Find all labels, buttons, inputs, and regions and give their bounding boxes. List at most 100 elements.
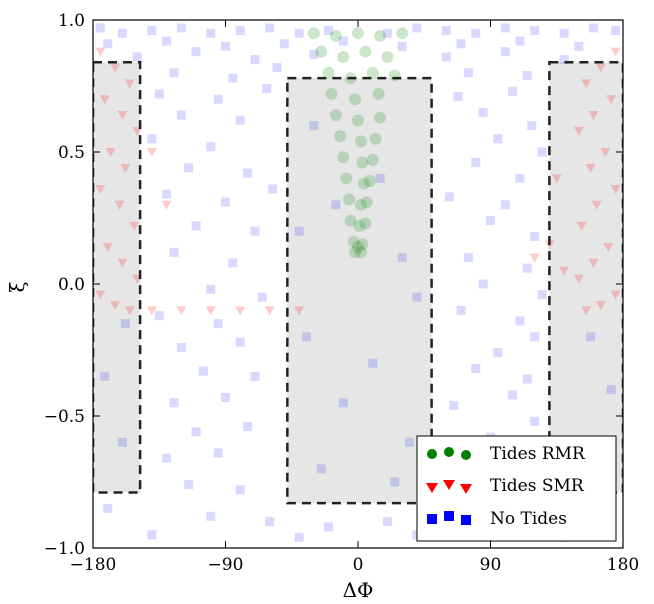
data-point [331, 200, 341, 210]
data-point [585, 163, 596, 173]
data-point [574, 41, 584, 51]
data-point [162, 36, 172, 46]
series-tides-smr [95, 47, 621, 316]
data-point [301, 332, 311, 342]
legend-label-tides-rmr: Tides RMR [490, 444, 586, 464]
data-point [449, 400, 459, 410]
data-point [124, 79, 135, 89]
data-point [581, 306, 592, 316]
data-point [508, 390, 518, 400]
data-point [595, 63, 606, 73]
legend-marker-nt-2 [444, 511, 454, 521]
y-tick-label: 0.0 [58, 275, 85, 295]
data-point [356, 238, 369, 251]
data-point [529, 253, 540, 263]
data-point [354, 246, 367, 259]
data-point [162, 189, 172, 199]
data-point [478, 279, 488, 289]
data-point [132, 52, 142, 62]
shaded-region-2 [549, 62, 623, 493]
data-point [573, 126, 584, 136]
data-point [397, 253, 407, 263]
data-point [161, 200, 172, 210]
data-point [117, 258, 128, 268]
data-point [589, 23, 599, 33]
shaded-regions [93, 62, 623, 504]
data-point [441, 52, 451, 62]
data-point [381, 50, 394, 63]
data-point [307, 27, 320, 40]
y-tick-label: 1.0 [58, 11, 85, 31]
data-point [184, 163, 194, 173]
data-point [456, 305, 466, 315]
data-point [374, 29, 387, 42]
data-point [191, 427, 201, 437]
legend-marker-rmr-2 [444, 447, 454, 457]
data-point [324, 26, 334, 36]
x-tick-label: −180 [70, 555, 117, 575]
data-point [444, 192, 454, 202]
legend-item-no-tides: No Tides [427, 509, 567, 529]
data-point [279, 39, 289, 49]
data-point [105, 148, 116, 157]
data-point [117, 111, 128, 121]
legend-marker-nt-3 [461, 515, 471, 525]
data-point [344, 214, 357, 227]
data-point [316, 464, 326, 474]
data-point [397, 41, 407, 51]
data-point [334, 130, 347, 143]
data-point [471, 363, 481, 373]
data-point [100, 371, 110, 381]
data-point [114, 200, 125, 210]
data-point [576, 221, 587, 231]
data-point [352, 241, 364, 254]
data-point [309, 121, 319, 131]
data-point [176, 306, 187, 316]
data-point [243, 422, 253, 432]
data-point [390, 477, 400, 487]
data-point [586, 332, 596, 342]
legend: Tides RMR Tides SMR No Tides [416, 435, 617, 542]
data-point [147, 26, 157, 36]
series-no-tides [95, 23, 621, 542]
data-point [132, 126, 143, 136]
x-tick-label: 180 [607, 555, 639, 575]
data-point [228, 258, 238, 268]
data-point [338, 36, 348, 46]
legend-marker-smr-3 [460, 484, 472, 494]
legend-item-tides-smr: Tides SMR [426, 476, 585, 496]
data-point [268, 184, 278, 194]
data-point [124, 306, 135, 316]
data-point [441, 26, 451, 36]
data-point [463, 253, 473, 263]
data-point [522, 263, 532, 273]
data-point [530, 416, 540, 426]
data-point [146, 148, 157, 157]
data-point [388, 69, 401, 82]
data-point [359, 217, 372, 230]
data-point [235, 337, 245, 347]
data-point [456, 39, 466, 49]
data-point [363, 175, 376, 188]
data-point [471, 28, 481, 38]
data-point [184, 480, 194, 490]
region-outline-0 [93, 60, 142, 494]
data-point [213, 319, 223, 329]
series-tides-rmr [307, 27, 409, 259]
data-point [169, 247, 179, 257]
data-point [606, 95, 617, 105]
data-point [265, 23, 275, 33]
data-point [515, 316, 525, 326]
data-point [382, 517, 392, 527]
data-point [221, 41, 230, 51]
data-point [372, 87, 385, 100]
data-point [95, 184, 106, 194]
data-point [235, 115, 245, 125]
data-point [110, 301, 121, 311]
y-tick-label: −1.0 [44, 539, 85, 559]
data-point [606, 385, 616, 395]
y-tick-label: 0.5 [58, 143, 85, 163]
data-point [235, 485, 245, 495]
data-point [176, 110, 186, 120]
data-point [588, 111, 599, 121]
